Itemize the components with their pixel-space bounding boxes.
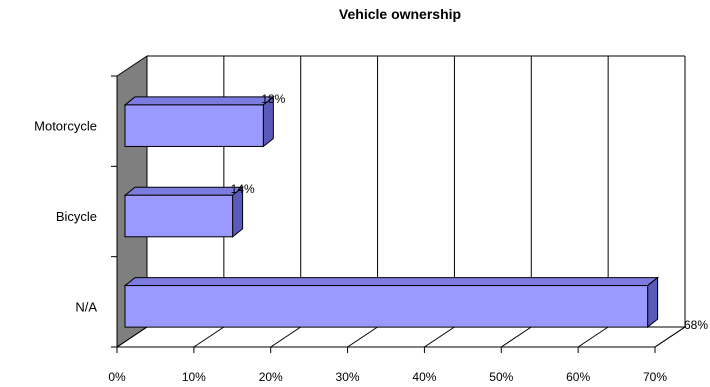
- category-label: Bicycle: [56, 209, 97, 224]
- gridline-floor: [577, 326, 609, 348]
- bar-top-face: [123, 186, 245, 196]
- x-tick-label: 10%: [182, 370, 206, 384]
- gridline-floor: [424, 326, 455, 348]
- x-tick-label: 40%: [412, 370, 436, 384]
- bar-side-face: [647, 276, 659, 329]
- x-tick-label: 30%: [336, 370, 360, 384]
- chart-axes: [111, 75, 656, 353]
- category-label: N/A: [75, 299, 97, 314]
- bar-n-a: [123, 276, 660, 329]
- gridline-floor: [501, 326, 532, 348]
- bar-front-face: [124, 285, 649, 328]
- bar-front-face: [124, 194, 234, 238]
- gridline-floor: [116, 326, 148, 348]
- data-label: 18%: [261, 92, 285, 106]
- floor: [115, 326, 687, 348]
- bar-top-face: [123, 96, 275, 106]
- chart-title: Vehicle ownership: [338, 6, 462, 22]
- gridline-floor: [270, 326, 301, 348]
- gridline-floor: [347, 326, 378, 348]
- x-tick-label: 70%: [643, 370, 667, 384]
- bar-top-face: [123, 277, 660, 287]
- gridline-floor: [654, 326, 686, 348]
- x-tick-label: 50%: [489, 370, 513, 384]
- x-tick-label: 60%: [566, 370, 590, 384]
- data-label: 68%: [684, 318, 708, 332]
- bar-front-face: [124, 104, 264, 147]
- x-tick-label: 0%: [108, 370, 126, 384]
- data-label: 14%: [231, 182, 255, 196]
- gridline-floor: [193, 326, 225, 348]
- bar-motorcycle: [123, 95, 275, 148]
- bar-bicycle: [123, 186, 245, 238]
- chart-floor: [115, 326, 687, 348]
- category-label: Motorcycle: [34, 119, 97, 134]
- chart-labels: Motorcycle 18% Bicycle 14% N/A 68% 0% 10% 20% 30%…: [34, 92, 708, 384]
- chart-bars: [123, 95, 660, 329]
- x-tick-label: 20%: [259, 370, 283, 384]
